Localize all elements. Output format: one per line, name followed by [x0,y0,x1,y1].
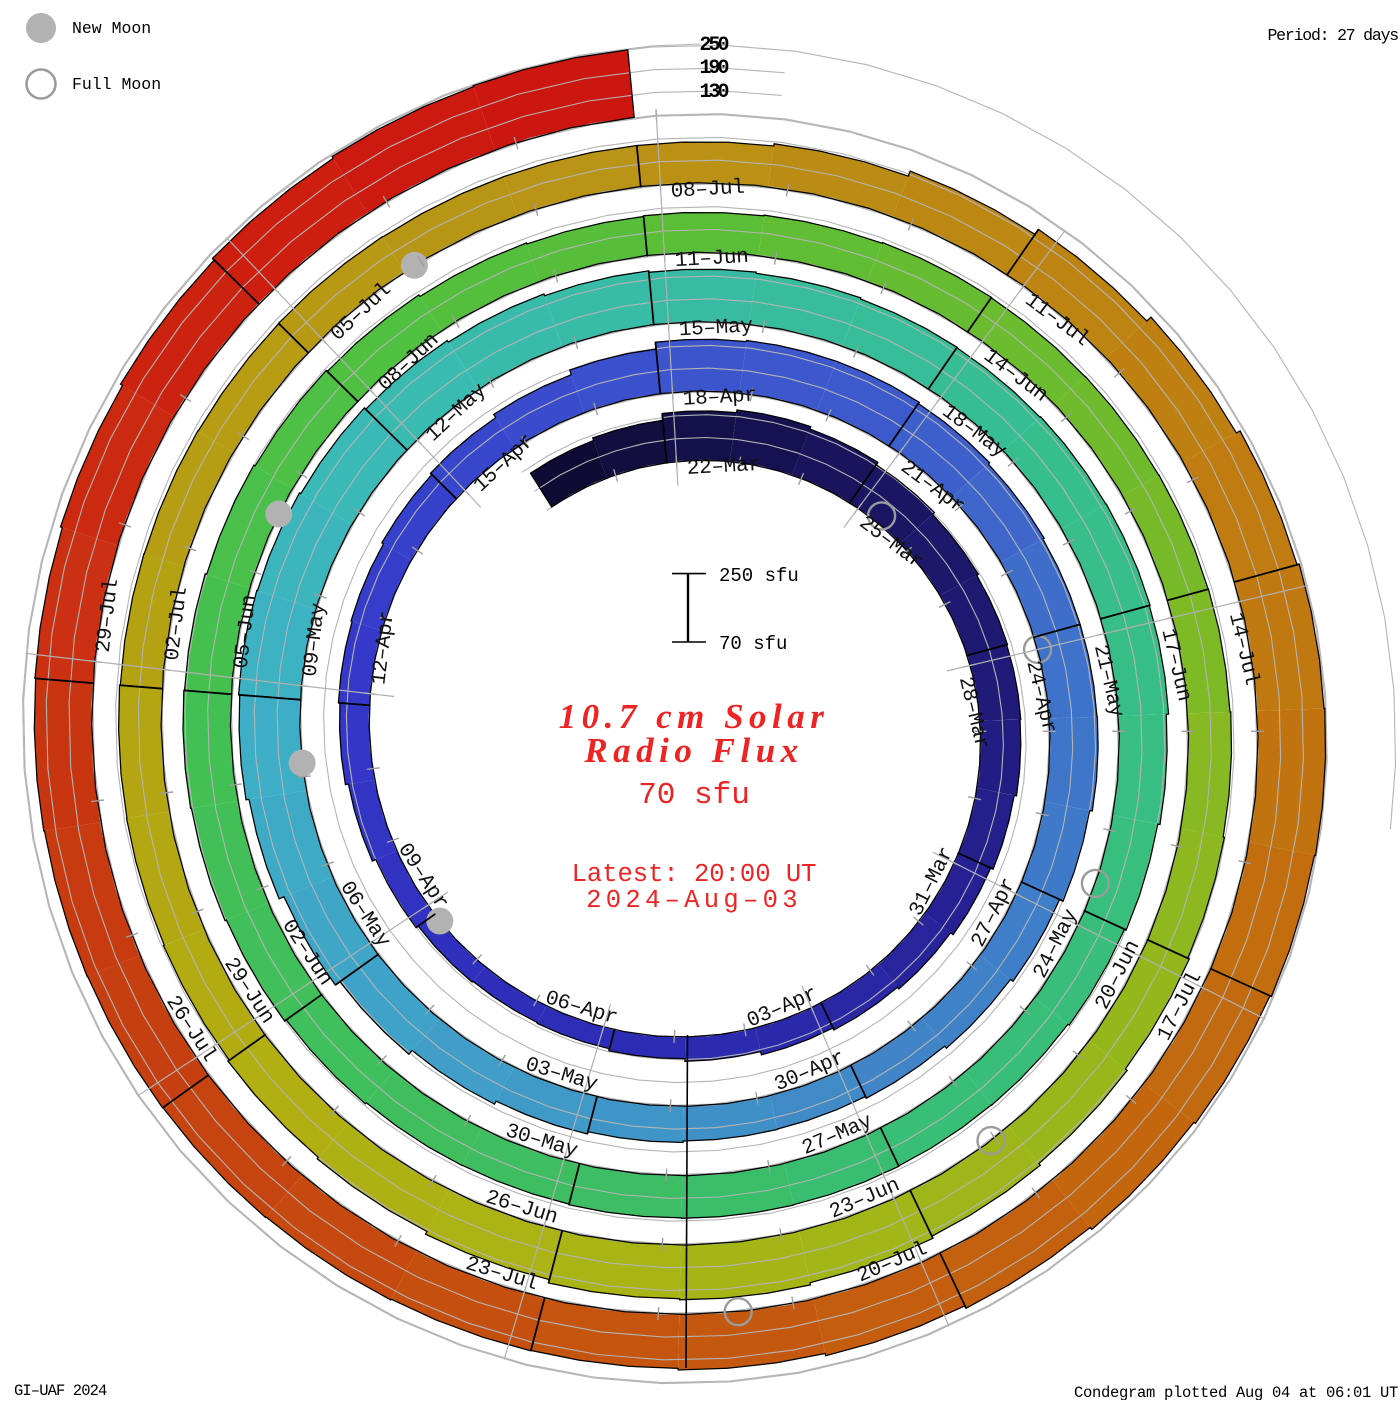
svg-text:New Moon: New Moon [72,19,151,38]
svg-text:70 sfu: 70 sfu [719,633,787,655]
svg-text:130: 130 [699,81,728,104]
svg-text:Latest: 20:00 UT: Latest: 20:00 UT [572,860,817,889]
svg-text:Full Moon: Full Moon [72,75,161,94]
svg-text:15–May: 15–May [678,315,753,342]
svg-text:11–Jun: 11–Jun [674,246,749,273]
svg-text:250: 250 [699,34,728,57]
svg-text:22–Mar: 22–Mar [686,454,761,481]
svg-text:18–Apr: 18–Apr [682,384,757,411]
svg-text:08–Jul: 08–Jul [670,177,745,204]
svg-text:GI–UAF 2024: GI–UAF 2024 [14,1382,107,1400]
svg-text:10.7 cm Solar: 10.7 cm Solar [559,697,830,736]
svg-text:Condegram plotted Aug 04 at 06: Condegram plotted Aug 04 at 06:01 UT [1074,1384,1398,1400]
svg-text:Period: 27 days: Period: 27 days [1267,26,1398,45]
svg-text:250 sfu: 250 sfu [719,565,799,587]
svg-text:190: 190 [699,57,728,80]
svg-text:70 sfu: 70 sfu [638,778,750,813]
svg-text:Radio Flux: Radio Flux [583,731,803,770]
svg-text:2024–Aug–03: 2024–Aug–03 [586,886,802,915]
